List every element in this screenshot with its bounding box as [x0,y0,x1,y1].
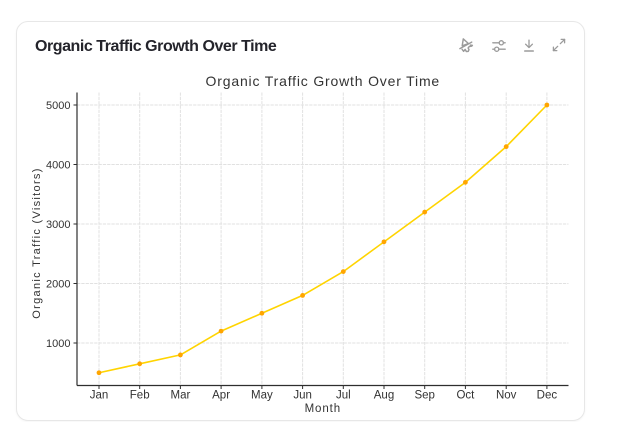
svg-text:Feb: Feb [130,390,150,402]
svg-text:Oct: Oct [456,390,475,402]
svg-text:Apr: Apr [212,390,230,402]
svg-text:Dec: Dec [537,390,558,402]
svg-text:Jul: Jul [336,390,351,402]
svg-text:5000: 5000 [46,100,70,112]
svg-text:Month: Month [305,403,341,415]
svg-text:Organic Traffic Growth Over Ti: Organic Traffic Growth Over Time [206,73,440,89]
svg-text:Nov: Nov [496,390,517,402]
svg-text:3000: 3000 [46,219,70,231]
svg-text:Aug: Aug [374,390,394,402]
svg-text:Sep: Sep [414,390,434,402]
svg-text:2000: 2000 [46,279,70,291]
svg-text:1000: 1000 [46,338,70,350]
svg-text:Mar: Mar [170,390,190,402]
svg-text:Jun: Jun [293,390,312,402]
svg-text:4000: 4000 [46,160,70,172]
svg-text:Organic Traffic (Visitors): Organic Traffic (Visitors) [31,167,43,318]
svg-text:Jan: Jan [90,390,109,402]
svg-text:May: May [251,390,273,402]
